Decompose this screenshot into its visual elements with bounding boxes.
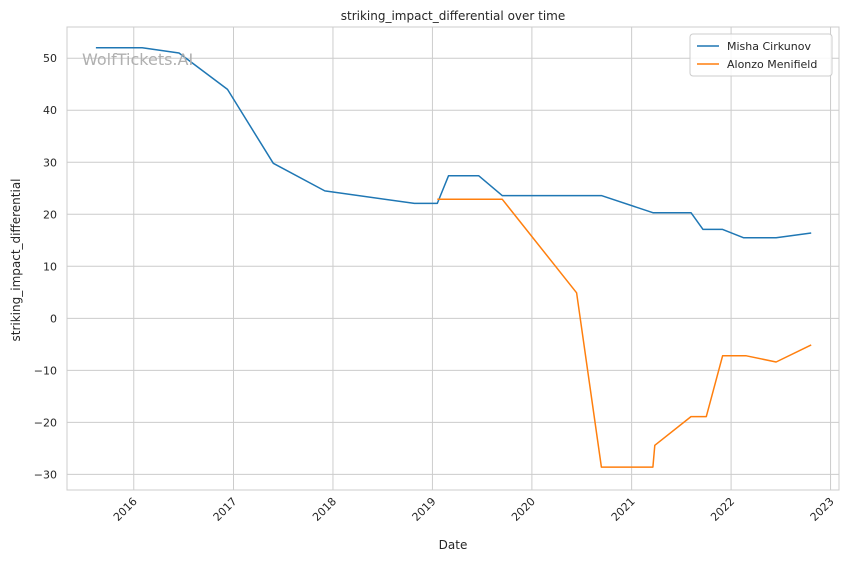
x-tick-label: 2020	[509, 495, 538, 524]
x-tick-label: 2021	[609, 495, 638, 524]
x-tick-label: 2017	[211, 495, 240, 524]
legend-box	[689, 33, 833, 77]
x-tick-label: 2018	[310, 495, 339, 524]
chart-title: striking_impact_differential over time	[341, 9, 566, 23]
y-tick-label: 0	[50, 312, 57, 325]
x-tick-label: 2022	[708, 495, 737, 524]
y-tick-label: −10	[34, 364, 57, 377]
series-lines	[95, 47, 812, 468]
y-tick-label: −20	[34, 416, 57, 429]
gridlines	[67, 27, 839, 490]
x-tick-label: 2019	[410, 495, 439, 524]
x-tick-label: 2023	[808, 495, 837, 524]
series-line	[95, 47, 812, 239]
y-tick-label: 10	[43, 260, 57, 273]
y-tick-label: 40	[43, 104, 57, 117]
plot-area	[66, 26, 840, 491]
watermark: WolfTickets.AI	[82, 50, 193, 69]
x-axis-title: Date	[439, 538, 468, 552]
legend-label: Alonzo Menifield	[727, 58, 817, 71]
series-line	[437, 198, 812, 468]
y-tick-label: 30	[43, 156, 57, 169]
y-tick-label: 20	[43, 208, 57, 221]
y-axis-title: striking_impact_differential	[9, 178, 23, 341]
legend-label: Misha Cirkunov	[727, 40, 811, 53]
x-tick-label: 2016	[111, 495, 140, 524]
y-tick-label: 50	[43, 52, 57, 65]
legend: Misha Cirkunov Alonzo Menifield	[689, 33, 833, 77]
y-tick-label: −30	[34, 468, 57, 481]
